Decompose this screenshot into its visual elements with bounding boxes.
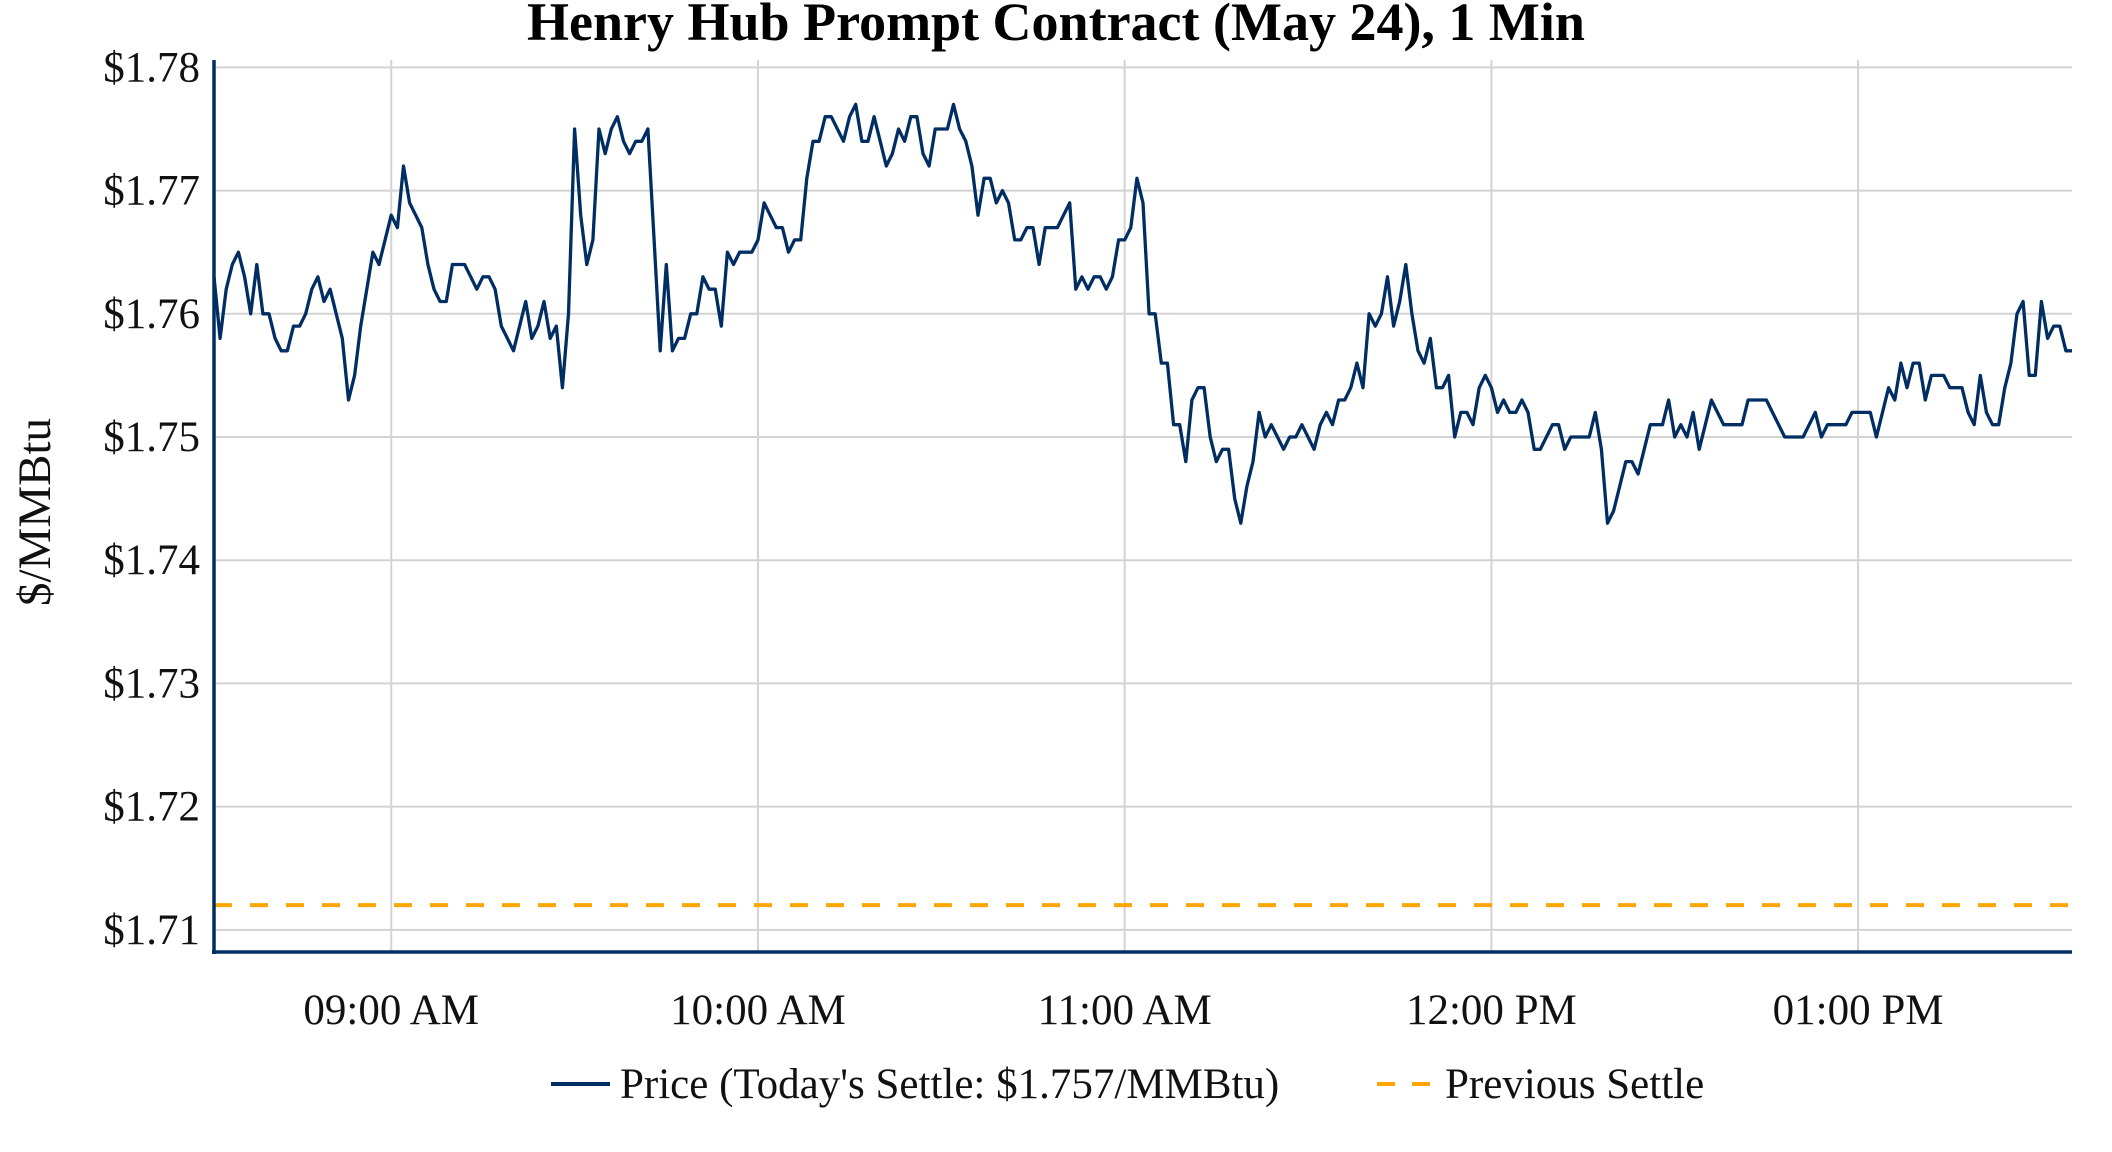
x-tick-label: 11:00 AM <box>1038 987 1212 1034</box>
x-tick-label: 12:00 PM <box>1406 987 1577 1034</box>
y-tick-label: $1.76 <box>103 291 200 338</box>
legend: Price (Today's Settle: $1.757/MMBtu) Pre… <box>551 1061 1704 1108</box>
chart-title: Henry Hub Prompt Contract (May 24), 1 Mi… <box>527 0 1585 52</box>
price-line <box>212 102 2072 525</box>
x-tick-label: 09:00 AM <box>303 987 479 1034</box>
y-tick-label: $1.78 <box>103 44 200 91</box>
gridlines <box>214 60 2072 952</box>
y-tick-label: $1.77 <box>103 168 200 215</box>
y-tick-label: $1.71 <box>103 907 200 954</box>
y-tick-label: $1.75 <box>103 414 200 461</box>
y-axis-title: $/MMBtu <box>9 418 61 606</box>
axes <box>212 60 2072 954</box>
y-tick-label: $1.72 <box>103 784 200 831</box>
legend-previous-settle-label: Previous Settle <box>1445 1061 1704 1108</box>
x-tick-label: 10:00 AM <box>670 987 846 1034</box>
x-tick-labels: 09:00 AM 10:00 AM 11:00 AM 12:00 PM 01:00 PM <box>303 987 1943 1034</box>
y-tick-label: $1.74 <box>103 537 200 584</box>
x-tick-label: 01:00 PM <box>1773 987 1944 1034</box>
legend-price-label: Price (Today's Settle: $1.757/MMBtu) <box>620 1061 1279 1108</box>
y-tick-labels: $1.71 $1.72 $1.73 $1.74 $1.75 $1.76 $1.77 $1.78 <box>103 44 200 953</box>
price-series-layer <box>212 102 2072 525</box>
y-tick-label: $1.73 <box>103 660 200 707</box>
